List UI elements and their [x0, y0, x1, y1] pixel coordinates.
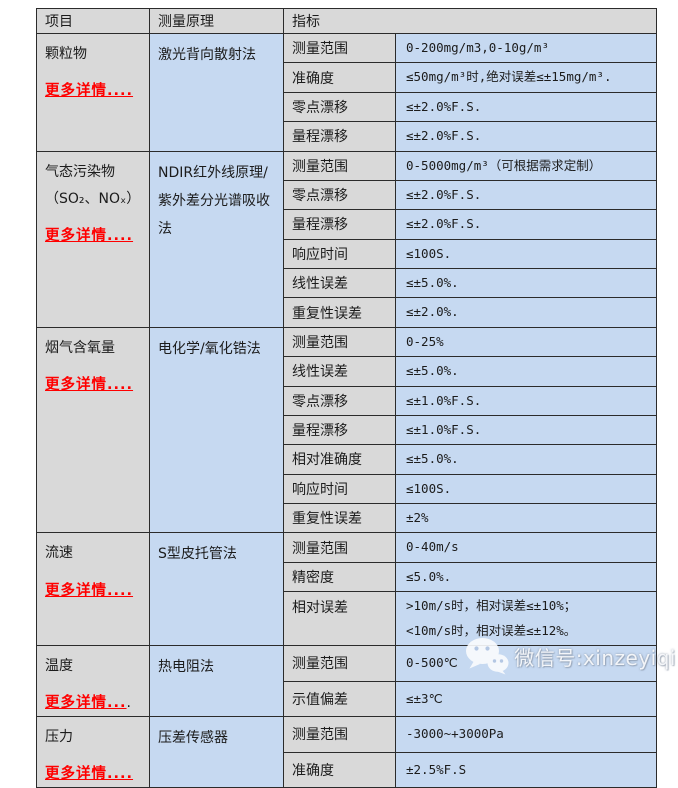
- indicator-label: 测量范围: [283, 32, 396, 64]
- item-flow-velocity: 流速 更多详情....: [36, 532, 150, 646]
- table-row: 线性误差 ≤±5.0%.: [37, 267, 657, 299]
- table-row: 量程漂移 ≤±1.0%F.S.: [37, 414, 657, 446]
- table-row: 温度 更多详情.... 热电阻法 测量范围 0-500℃: [36, 644, 657, 718]
- item-name: 温度: [45, 657, 73, 674]
- item-name: 压力: [45, 729, 73, 746]
- indicator-value: 0-25%: [395, 326, 657, 358]
- item-name: 流速: [45, 545, 73, 562]
- principle-cell: 电化学/氧化锆法: [149, 326, 284, 534]
- table-row: 相对误差 >10m/s时，相对误差≤±10%； <10m/s时，相对误差≤±12…: [37, 591, 657, 646]
- indicator-label: 响应时间: [283, 473, 396, 505]
- indicator-label: 测量范围: [283, 326, 396, 358]
- table-row: 准确度 ≤50mg/m³时,绝对误差≤±15mg/m³.: [37, 62, 657, 93]
- principle-cell: 热电阻法: [149, 644, 284, 718]
- indicator-value: -3000~+3000Pa: [395, 716, 657, 753]
- item-pressure: 压力 更多详情....: [36, 716, 150, 788]
- table-row: 响应时间 ≤100S.: [37, 473, 657, 505]
- indicator-label: 测量范围: [283, 150, 396, 181]
- indicator-label: 重复性误差: [283, 502, 396, 534]
- principle-cell: S型皮托管法: [149, 532, 284, 646]
- indicator-label: 零点漂移: [283, 91, 396, 123]
- item-name: 颗粒物: [45, 46, 87, 62]
- more-details-link[interactable]: 更多详情....: [45, 766, 134, 783]
- indicator-label: 响应时间: [283, 238, 396, 270]
- indicator-value: ≤±5.0%.: [395, 267, 657, 299]
- indicator-label: 线性误差: [283, 267, 396, 299]
- indicator-label: 测量范围: [283, 644, 396, 682]
- indicator-label: 量程漂移: [283, 121, 396, 152]
- item-name: 气态污染物 （SO₂、NOₓ）: [45, 163, 141, 207]
- item-particulate: 颗粒物 更多详情....: [36, 33, 150, 152]
- indicator-label: 零点漂移: [283, 385, 396, 416]
- more-details-link[interactable]: 更多详情....: [45, 377, 134, 394]
- indicator-value: ≤100S.: [395, 473, 657, 505]
- indicator-label: 准确度: [283, 62, 396, 93]
- table-row: 量程漂移 ≤±2.0%F.S.: [37, 209, 657, 240]
- indicator-value: ≤100S.: [395, 238, 657, 270]
- indicator-value: ≤±1.0%F.S.: [395, 385, 657, 416]
- indicator-label: 示值偏差: [283, 680, 396, 718]
- indicator-value: ±2%: [395, 502, 657, 534]
- indicator-value: ≤±2.0%F.S.: [395, 209, 657, 240]
- table-row: 烟气含氧量 更多详情.... 电化学/氧化锆法 测量范围 0-25%: [36, 326, 657, 534]
- indicator-label: 相对准确度: [283, 444, 396, 475]
- indicator-label: 相对误差: [283, 591, 396, 646]
- table-row: 流速 更多详情.... S型皮托管法 测量范围 0-40m/s: [36, 532, 657, 646]
- indicator-value: ≤±5.0%.: [395, 444, 657, 475]
- indicator-value: ≤5.0%.: [395, 561, 657, 593]
- indicator-value: 0-40m/s: [395, 532, 657, 563]
- indicator-value: ≤±3℃: [395, 680, 657, 718]
- more-details-link[interactable]: 更多详情....: [45, 582, 134, 599]
- table-row: 相对准确度 ≤±5.0%.: [37, 444, 657, 475]
- indicator-value: 0-500℃: [395, 644, 657, 682]
- indicator-label: 量程漂移: [283, 414, 396, 446]
- table-row: 气态污染物 （SO₂、NOₓ） 更多详情.... NDIR红外线原理/紫外差分光…: [36, 150, 657, 328]
- table-row: 重复性误差 ≤±2.0%.: [37, 297, 657, 328]
- item-gaseous-pollutants: 气态污染物 （SO₂、NOₓ） 更多详情....: [36, 150, 150, 328]
- indicator-label: 精密度: [283, 561, 396, 593]
- table-row: 量程漂移 ≤±2.0%F.S.: [37, 121, 657, 152]
- indicator-value: ≤±2.0%.: [395, 297, 657, 328]
- table-row: 零点漂移 ≤±2.0%F.S.: [37, 91, 657, 123]
- page: 项目 测量原理 指标 颗粒物 更多详情.... 激光背向散射法 测量范围 0-2…: [36, 8, 676, 788]
- col-header-item: 项目: [36, 8, 150, 34]
- table-row: 精密度 ≤5.0%.: [37, 561, 657, 593]
- more-details-link[interactable]: 更多详情....: [45, 83, 134, 100]
- col-header-indicator: 指标: [283, 8, 657, 34]
- indicator-value: ≤±2.0%F.S.: [395, 121, 657, 152]
- indicator-value: ≤±2.0%F.S.: [395, 179, 657, 211]
- indicator-value: 0-5000mg/m³（可根据需求定制）: [395, 150, 657, 181]
- item-name: 烟气含氧量: [45, 339, 115, 356]
- indicator-label: 准确度: [283, 751, 396, 788]
- indicator-value: ≤50mg/m³时,绝对误差≤±15mg/m³.: [395, 62, 657, 93]
- principle-cell: 压差传感器: [149, 716, 284, 788]
- indicator-label: 重复性误差: [283, 297, 396, 328]
- item-oxygen-content: 烟气含氧量 更多详情....: [36, 326, 150, 534]
- indicator-label: 零点漂移: [283, 179, 396, 211]
- indicator-value: ≤±1.0%F.S.: [395, 414, 657, 446]
- item-temperature: 温度 更多详情....: [36, 644, 150, 718]
- indicator-value: ±2.5%F.S: [395, 751, 657, 788]
- indicator-label: 线性误差: [283, 356, 396, 387]
- more-details-link[interactable]: 更多详情....: [45, 228, 134, 245]
- col-header-principle: 测量原理: [149, 8, 284, 34]
- table-row: 颗粒物 更多详情.... 激光背向散射法 测量范围 0-200mg/m3,0-1…: [36, 32, 657, 152]
- principle-cell: 激光背向散射法: [149, 33, 284, 152]
- indicator-value: ≤±2.0%F.S.: [395, 91, 657, 123]
- header-row: 项目 测量原理 指标: [36, 8, 657, 34]
- indicator-label: 量程漂移: [283, 209, 396, 240]
- indicator-value: ≤±5.0%.: [395, 356, 657, 387]
- table-row: 零点漂移 ≤±2.0%F.S.: [37, 179, 657, 211]
- table-row: 压力 更多详情.... 压差传感器 测量范围 -3000~+3000Pa: [36, 716, 657, 788]
- link-suffix: .: [126, 695, 131, 712]
- more-details-link[interactable]: 更多详情...: [45, 695, 127, 712]
- table-row: 零点漂移 ≤±1.0%F.S.: [37, 385, 657, 416]
- indicator-label: 测量范围: [283, 532, 396, 563]
- indicator-label: 测量范围: [283, 716, 396, 753]
- principle-cell: NDIR红外线原理/紫外差分光谱吸收法: [149, 150, 284, 328]
- indicator-value: 0-200mg/m3,0-10g/m³: [395, 32, 657, 64]
- spec-table: 项目 测量原理 指标 颗粒物 更多详情.... 激光背向散射法 测量范围 0-2…: [36, 8, 657, 788]
- table-row: 响应时间 ≤100S.: [37, 238, 657, 270]
- indicator-value: >10m/s时，相对误差≤±10%； <10m/s时，相对误差≤±12%。: [395, 591, 657, 646]
